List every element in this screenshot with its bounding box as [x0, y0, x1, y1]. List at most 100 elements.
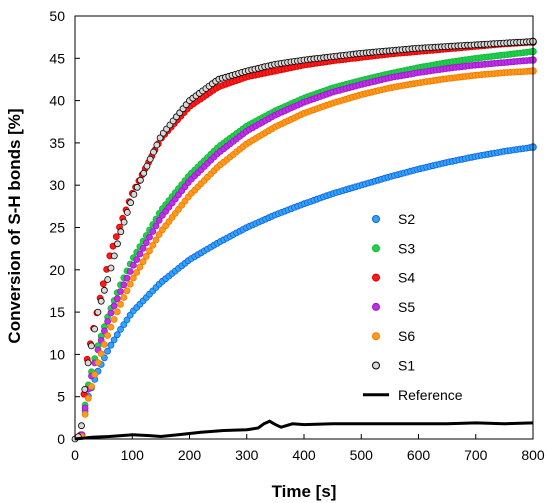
legend-swatch	[372, 361, 380, 370]
data-point-s1	[94, 308, 102, 316]
data-point-s6	[110, 316, 118, 323]
legend-item-s6: S6	[372, 328, 415, 344]
data-point-s1	[117, 228, 125, 236]
data-point-s2	[113, 331, 121, 339]
legend-swatch	[372, 302, 380, 311]
data-point-s6	[146, 247, 153, 255]
data-point-s4	[99, 280, 107, 288]
data-point-s5	[129, 261, 137, 269]
data-point-s1	[107, 264, 115, 272]
y-tick-label: 5	[57, 389, 65, 405]
axes: 0 100 200 300 400 500 600 700 800 0 5 10 15 20 25 30 35 4…	[49, 8, 544, 463]
data-point-s6	[101, 341, 108, 348]
legend-item-s5: S5	[372, 299, 415, 315]
data-point-s1	[156, 134, 164, 142]
data-point-s2	[110, 336, 118, 344]
data-point-s1	[114, 240, 121, 248]
data-point-s6	[152, 236, 160, 244]
y-tick-label: 50	[49, 8, 65, 24]
legend-item-s1: S1	[372, 358, 415, 374]
y-tick-label: 25	[49, 220, 65, 236]
data-point-s5	[120, 281, 128, 289]
data-point-s1	[110, 252, 118, 260]
y-tick-label: 15	[49, 304, 65, 320]
x-tick-label: 200	[178, 447, 202, 463]
series-s1	[71, 37, 537, 443]
x-tick-label: 800	[521, 447, 545, 463]
data-point-s5	[136, 250, 144, 258]
data-point-s5	[152, 222, 160, 230]
data-point-s6	[88, 382, 95, 390]
data-point-s4	[112, 233, 120, 241]
series-s2	[78, 143, 537, 439]
data-point-s5	[133, 256, 141, 264]
data-point-s6	[120, 294, 128, 301]
x-tick-label: 300	[235, 447, 259, 463]
data-point-s2	[117, 325, 124, 333]
data-point-s5	[113, 295, 121, 303]
y-tick-label: 0	[57, 431, 65, 447]
data-point-s6	[97, 350, 105, 358]
legend-item-reference: Reference	[363, 387, 463, 403]
data-point-s5	[110, 302, 118, 310]
series-s6	[78, 67, 537, 440]
data-point-s1	[150, 148, 157, 156]
y-tick-label: 35	[49, 135, 65, 151]
data-point-s6	[142, 252, 150, 260]
x-tick-label: 0	[71, 447, 79, 463]
data-point-s5	[107, 309, 115, 317]
legend-label: S3	[398, 240, 415, 256]
data-point-s1	[146, 155, 154, 163]
data-point-s1	[91, 325, 98, 333]
legend-label: S5	[398, 299, 415, 315]
data-point-s6	[129, 274, 137, 282]
legend-item-s4: S4	[372, 270, 415, 286]
series-line-reference	[74, 419, 534, 441]
data-point-s6	[136, 263, 144, 271]
x-axis-title: Time [s]	[272, 482, 337, 501]
data-point-s6	[81, 410, 89, 418]
data-point-s1	[140, 169, 148, 177]
data-point-s5	[126, 268, 134, 275]
data-point-s1	[123, 208, 131, 216]
y-tick-label: 10	[49, 346, 65, 362]
data-point-s5	[81, 404, 89, 412]
data-point-s6	[104, 332, 111, 339]
data-point-s6	[139, 258, 147, 266]
data-point-s5	[142, 239, 150, 247]
data-point-s1	[104, 276, 112, 283]
data-point-s6	[123, 287, 131, 295]
data-point-s6	[133, 269, 141, 276]
legend-label: S4	[398, 270, 415, 286]
legend-label: S6	[398, 328, 415, 344]
y-tick-label: 45	[49, 50, 65, 66]
legend-label: Reference	[398, 387, 463, 403]
data-point-s6	[149, 241, 157, 249]
data-point-s6	[107, 323, 115, 331]
data-point-s5	[139, 244, 147, 252]
data-point-s1	[84, 359, 92, 367]
data-point-s5	[104, 317, 111, 325]
data-point-s2	[104, 347, 111, 355]
data-point-s1	[133, 183, 141, 191]
data-point-s6	[117, 300, 124, 308]
data-point-s1	[78, 422, 85, 430]
data-point-s5	[123, 274, 131, 282]
series-reference	[74, 419, 534, 441]
data-point-s1	[81, 385, 89, 393]
legend-item-s3: S3	[372, 240, 415, 256]
y-tick-label: 20	[49, 262, 65, 278]
x-tick-label: 400	[292, 447, 316, 463]
data-point-s1	[101, 286, 108, 294]
legend-label: S2	[398, 211, 415, 227]
series-s5	[78, 56, 537, 439]
data-point-s1	[136, 176, 144, 184]
data-point-s1	[130, 190, 138, 198]
legend-item-s2: S2	[372, 211, 415, 227]
data-point-s1	[120, 218, 128, 226]
y-tick-label: 30	[49, 177, 65, 193]
legend-swatch	[372, 215, 380, 223]
y-tick-label: 40	[49, 93, 65, 109]
data-point-s2	[120, 321, 128, 329]
